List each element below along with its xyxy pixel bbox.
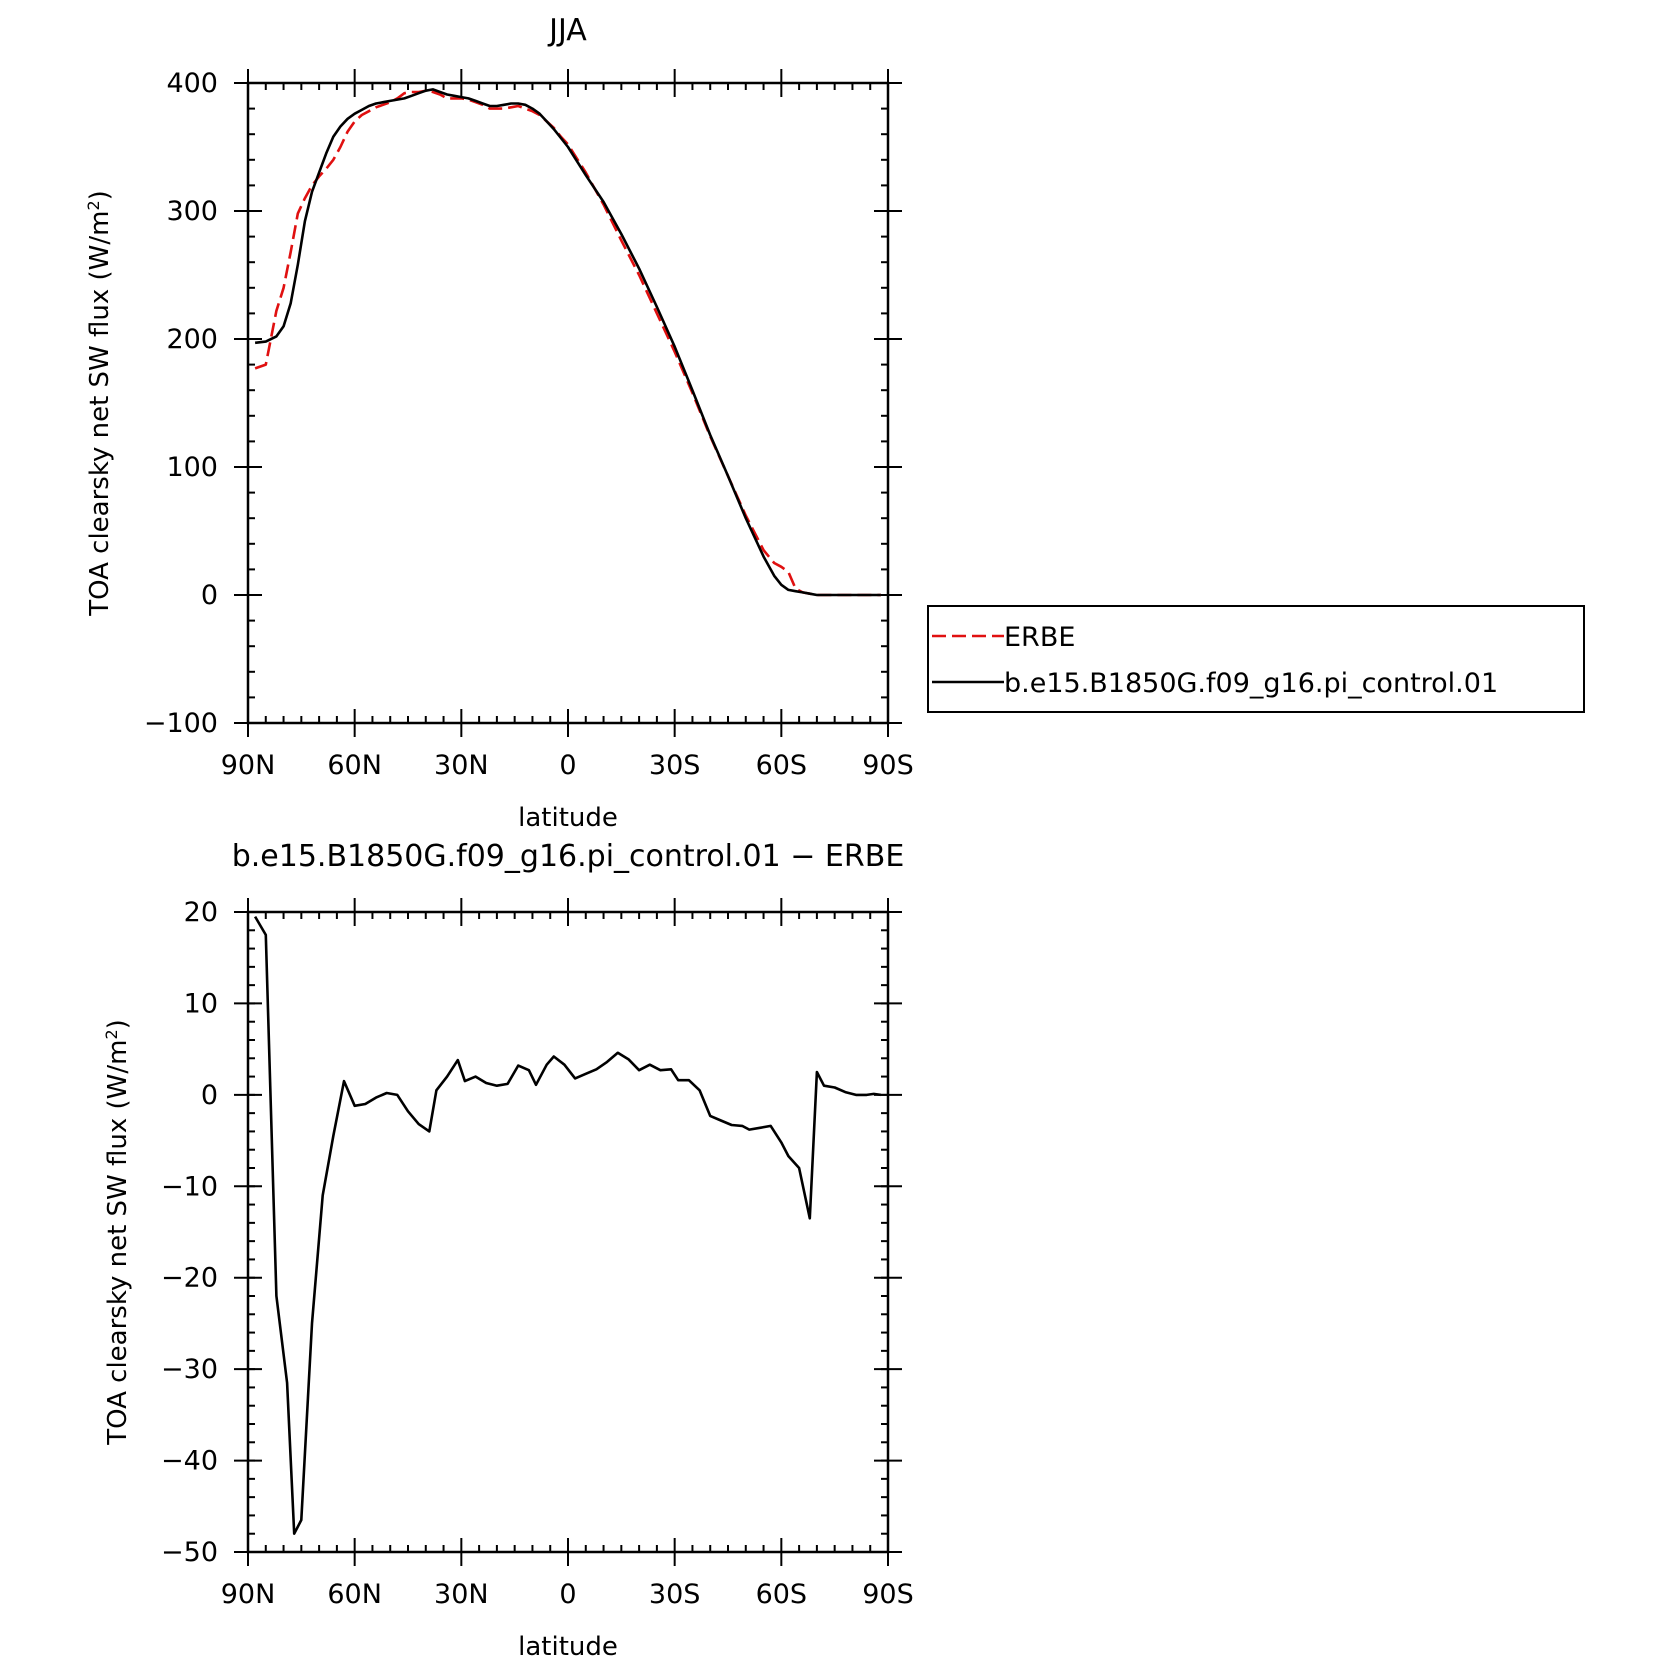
chart-title-top: JJA <box>547 13 587 48</box>
x-tick-label: 30S <box>649 1579 701 1610</box>
y-tick-label: 0 <box>201 580 218 611</box>
legend-label-model: b.e15.B1850G.f09_g16.pi_control.01 <box>1004 668 1498 699</box>
legend-box <box>927 605 1585 713</box>
y-axis-label-bottom: TOA clearsky net SW flux (W/m2) <box>102 1019 134 1446</box>
x-tick-label: 90S <box>862 1579 914 1610</box>
x-axis-label-top: latitude <box>518 803 618 833</box>
x-tick-label: 0 <box>559 750 576 781</box>
plot-frame-top <box>246 81 890 725</box>
x-tick-label: 30N <box>434 1579 489 1610</box>
x-tick-label: 60N <box>327 750 382 781</box>
x-tick-label: 0 <box>559 1579 576 1610</box>
x-tick-label: 30S <box>649 750 701 781</box>
y-tick-label: 0 <box>201 1080 218 1111</box>
y-tick-label: 300 <box>166 196 218 227</box>
x-tick-label: 90S <box>862 750 914 781</box>
series-group-bottom <box>253 915 882 1535</box>
series-line-2-1 <box>253 915 882 1535</box>
y-tick-label: −40 <box>161 1446 218 1477</box>
legend-label-erbe: ERBE <box>1004 622 1075 653</box>
y-axis-label-top: TOA clearsky net SW flux (W/m2) <box>84 190 116 617</box>
chart-panel-bottom: b.e15.B1850G.f09_g16.pi_control.01 − ERB… <box>102 839 914 1662</box>
y-tick-label: 100 <box>166 452 218 483</box>
tick-marks-bottom <box>234 898 902 1566</box>
x-tick-label: 90N <box>221 750 276 781</box>
series-group-top <box>254 88 881 597</box>
chart-panel-top: JJA 90N 60N 30N 0 30S 60S 90S 400 300 200 100 0 −100… <box>84 13 914 833</box>
x-axis-label-bottom: latitude <box>518 1632 618 1662</box>
x-tick-label: 60S <box>756 750 808 781</box>
y-tick-label: −20 <box>161 1263 218 1294</box>
x-tick-label: 30N <box>434 750 489 781</box>
y-tick-label: −100 <box>144 708 218 739</box>
tick-labels-bottom: 90N 60N 30N 0 30S 60S 90S 20 10 0 −10 −20 −30 −40 −50 <box>161 897 914 1610</box>
y-tick-label: 400 <box>166 68 218 99</box>
tick-marks-top <box>234 69 902 737</box>
x-tick-label: 60S <box>756 1579 808 1610</box>
y-tick-label: −10 <box>161 1171 218 1202</box>
x-tick-label: 60N <box>327 1579 382 1610</box>
legend: ERBE b.e15.B1850G.f09_g16.pi_control.01 <box>927 605 1585 713</box>
tick-labels-top: 90N 60N 30N 0 30S 60S 90S 400 300 200 100 0 −100 <box>144 68 914 781</box>
series-line-1-2 <box>254 88 881 597</box>
y-tick-label: 10 <box>184 988 218 1019</box>
y-tick-label: −30 <box>161 1354 218 1385</box>
x-tick-label: 90N <box>221 1579 276 1610</box>
series-line-1-1 <box>254 89 881 597</box>
y-tick-label: 200 <box>166 324 218 355</box>
y-tick-label: 20 <box>184 897 218 928</box>
chart-title-bottom: b.e15.B1850G.f09_g16.pi_control.01 − ERB… <box>232 839 905 874</box>
y-tick-label: −50 <box>161 1537 218 1568</box>
plot-frame-bottom <box>246 910 890 1554</box>
